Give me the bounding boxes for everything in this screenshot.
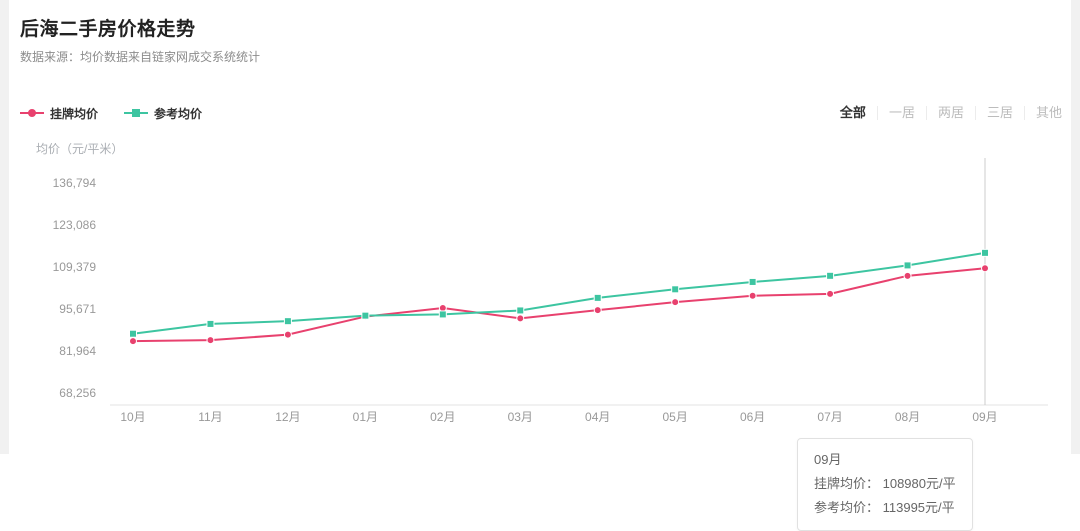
data-point[interactable] (206, 336, 215, 345)
filter-one-bedroom[interactable]: 一居 (878, 106, 927, 120)
data-point[interactable] (593, 293, 602, 302)
data-point[interactable] (206, 319, 215, 328)
y-tick-label: 81,964 (59, 344, 96, 358)
line-square-marker-icon (124, 108, 149, 118)
x-tick-label: 12月 (275, 410, 300, 424)
y-tick-label: 123,086 (53, 218, 97, 232)
x-tick-label: 11月 (198, 410, 222, 424)
chart-area: 均价（元/平米） 68,256 81,964 95,671 109,379 123,086… (0, 140, 1080, 531)
data-point[interactable] (361, 311, 370, 320)
data-point[interactable] (981, 248, 989, 257)
filter-all[interactable]: 全部 (829, 106, 878, 120)
data-point[interactable] (981, 264, 989, 273)
legend-label: 挂牌均价 (50, 106, 99, 121)
data-point[interactable] (516, 314, 525, 323)
data-point[interactable] (671, 298, 680, 307)
x-tick-label: 03月 (508, 410, 533, 424)
x-tick-label: 04月 (585, 410, 610, 424)
y-axis-title: 均价（元/平米） (36, 142, 123, 156)
x-tick-label: 05月 (663, 410, 688, 424)
data-point[interactable] (129, 329, 137, 338)
legend-item-listing-price[interactable]: 挂牌均价 (20, 105, 98, 122)
series-line-参考均价 (132, 251, 986, 335)
data-point[interactable] (748, 277, 757, 286)
tooltip-reference-line: 参考均价： 113995元/平 (814, 500, 955, 516)
page-title: 后海二手房价格走势 (20, 19, 196, 40)
data-point[interactable] (593, 306, 602, 315)
x-tick-label: 01月 (353, 410, 378, 424)
data-point[interactable] (129, 337, 137, 346)
data-point[interactable] (826, 289, 835, 298)
price-trend-chart[interactable]: 均价（元/平米） 68,256 81,964 95,671 109,379 123,086… (0, 140, 1080, 440)
room-type-filters: 全部 一居 两居 三居 其他 (829, 106, 1064, 120)
page-gutter-right (1071, 0, 1080, 454)
filter-two-bedroom[interactable]: 两居 (927, 106, 976, 120)
tooltip-listing-line: 挂牌均价： 108980元/平 (814, 476, 956, 492)
x-tick-label: 08月 (895, 410, 920, 424)
data-point[interactable] (438, 310, 447, 319)
y-tick-label: 109,379 (53, 260, 97, 274)
filter-other[interactable]: 其他 (1035, 105, 1062, 120)
data-point[interactable] (748, 291, 757, 300)
data-point[interactable] (516, 306, 525, 315)
line-circle-marker-icon (20, 108, 44, 118)
data-point[interactable] (283, 317, 292, 326)
x-tick-label: 09月 (972, 410, 997, 424)
x-tick-label: 06月 (740, 410, 765, 424)
x-tick-label: 02月 (430, 410, 455, 424)
data-point[interactable] (826, 271, 835, 280)
filter-three-bedroom[interactable]: 三居 (976, 106, 1025, 120)
y-tick-label: 136,794 (53, 176, 97, 190)
data-point[interactable] (903, 261, 912, 270)
tooltip-month: 09月 (814, 452, 842, 467)
x-tick-label: 07月 (817, 410, 842, 424)
page-gutter-left (0, 0, 9, 454)
y-tick-label: 68,256 (59, 386, 96, 400)
data-point[interactable] (903, 271, 912, 280)
series-line-挂牌均价 (132, 267, 986, 343)
data-source-note: 数据来源：均价数据来自链家网成交系统统计 (20, 50, 261, 64)
data-point[interactable] (671, 285, 680, 294)
legend-label: 参考均价 (154, 106, 203, 121)
legend-item-reference-price[interactable]: 参考均价 (124, 105, 202, 122)
x-tick-label: 10月 (120, 410, 145, 424)
data-point[interactable] (283, 330, 292, 339)
y-tick-label: 95,671 (59, 302, 96, 316)
legend-and-filters-row: 挂牌均价 参考均价 全部 一居 两居 三居 其他 (20, 102, 1064, 124)
chart-legend: 挂牌均价 参考均价 (20, 105, 228, 122)
chart-tooltip: 09月 挂牌均价： 108980元/平 参考均价： 113995元/平 (797, 438, 973, 531)
